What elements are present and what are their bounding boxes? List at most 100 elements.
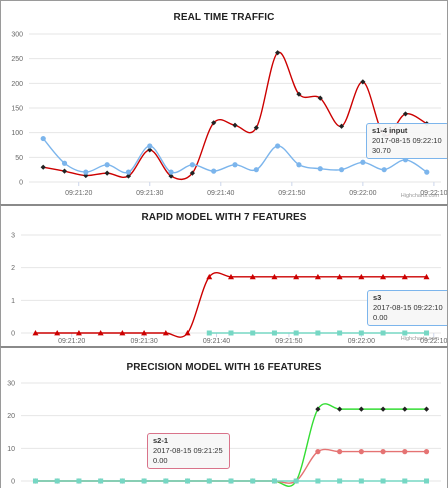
data-point[interactable]	[271, 330, 277, 336]
data-point[interactable]	[380, 449, 386, 455]
series[interactable]	[32, 478, 430, 484]
precision-model-chart-plot[interactable]: 0 10 20 30	[1, 348, 447, 488]
series[interactable]	[32, 271, 430, 338]
data-point[interactable]	[360, 79, 366, 85]
credits-link[interactable]: Highcharts.com	[400, 336, 439, 342]
data-point[interactable]	[315, 449, 321, 455]
data-point[interactable]	[253, 167, 259, 173]
data-point[interactable]	[381, 167, 387, 173]
data-point[interactable]	[402, 406, 408, 412]
data-point[interactable]	[125, 169, 132, 175]
data-point[interactable]	[423, 449, 430, 455]
data-point[interactable]	[211, 120, 217, 126]
data-point[interactable]	[206, 273, 213, 280]
data-point[interactable]	[315, 478, 321, 484]
data-point[interactable]	[61, 168, 68, 174]
data-point[interactable]	[147, 147, 153, 153]
data-point[interactable]	[97, 330, 104, 336]
data-point[interactable]	[250, 478, 256, 484]
data-point[interactable]	[162, 330, 169, 336]
data-point[interactable]	[358, 406, 364, 412]
data-point[interactable]	[83, 169, 89, 175]
data-point[interactable]	[358, 478, 364, 484]
data-point[interactable]	[293, 273, 300, 280]
data-point[interactable]	[317, 95, 323, 101]
data-point[interactable]	[253, 125, 259, 131]
data-point[interactable]	[337, 478, 343, 484]
series[interactable]	[32, 403, 430, 487]
data-point[interactable]	[402, 478, 408, 484]
data-point[interactable]	[168, 169, 174, 175]
data-point[interactable]	[424, 330, 430, 336]
data-point[interactable]	[402, 111, 409, 117]
data-point[interactable]	[314, 273, 321, 280]
series[interactable]	[206, 330, 430, 336]
data-point[interactable]	[293, 478, 299, 484]
data-point[interactable]	[232, 162, 238, 168]
data-point[interactable]	[275, 143, 281, 149]
data-point[interactable]	[358, 273, 365, 280]
data-point[interactable]	[337, 330, 343, 336]
data-point[interactable]	[380, 330, 386, 336]
data-point[interactable]	[402, 449, 408, 455]
data-point[interactable]	[296, 162, 302, 168]
data-point[interactable]	[271, 478, 277, 484]
data-point[interactable]	[360, 159, 366, 165]
data-point[interactable]	[358, 330, 364, 336]
data-point[interactable]	[271, 273, 278, 280]
data-point[interactable]	[189, 162, 195, 168]
data-point[interactable]	[317, 166, 323, 172]
data-point[interactable]	[76, 478, 82, 484]
data-point[interactable]	[40, 135, 46, 142]
series[interactable]	[32, 448, 430, 484]
data-point[interactable]	[141, 330, 148, 336]
data-point[interactable]	[336, 273, 343, 280]
data-point[interactable]	[61, 160, 68, 166]
data-point[interactable]	[119, 330, 126, 336]
data-point[interactable]	[104, 162, 110, 168]
data-point[interactable]	[424, 478, 430, 484]
data-point[interactable]	[32, 478, 38, 484]
data-point[interactable]	[228, 330, 234, 336]
data-point[interactable]	[228, 478, 234, 484]
data-point[interactable]	[125, 173, 132, 179]
data-point[interactable]	[189, 170, 195, 176]
data-point[interactable]	[75, 330, 82, 336]
data-point[interactable]	[358, 449, 364, 455]
data-point[interactable]	[380, 406, 386, 412]
data-point[interactable]	[119, 478, 125, 484]
data-point[interactable]	[423, 406, 430, 412]
data-point[interactable]	[185, 478, 191, 484]
data-point[interactable]	[54, 478, 60, 484]
data-point[interactable]	[338, 167, 345, 173]
data-point[interactable]	[293, 330, 299, 336]
data-point[interactable]	[184, 330, 191, 336]
data-point[interactable]	[423, 273, 430, 280]
data-point[interactable]	[424, 169, 430, 175]
data-point[interactable]	[337, 449, 343, 455]
data-point[interactable]	[401, 273, 408, 280]
data-point[interactable]	[249, 273, 256, 280]
data-point[interactable]	[54, 330, 61, 336]
data-point[interactable]	[228, 273, 234, 280]
data-point[interactable]	[98, 478, 104, 484]
rapid-model-chart-plot[interactable]: 0 1 2 3 09:21:20 09:21:30 09:21:40 09:21:50 09:2…	[1, 206, 447, 346]
data-point[interactable]	[206, 330, 212, 336]
data-point[interactable]	[168, 173, 174, 179]
data-point[interactable]	[275, 50, 281, 56]
data-point[interactable]	[402, 330, 408, 336]
data-point[interactable]	[104, 170, 110, 176]
series[interactable]	[40, 50, 430, 181]
data-point[interactable]	[40, 164, 46, 170]
data-point[interactable]	[338, 123, 345, 129]
data-point[interactable]	[206, 478, 212, 484]
data-point[interactable]	[250, 330, 256, 336]
data-point[interactable]	[296, 91, 302, 97]
data-point[interactable]	[163, 478, 169, 484]
data-point[interactable]	[32, 330, 39, 336]
data-point[interactable]	[315, 330, 321, 336]
data-point[interactable]	[232, 122, 238, 128]
series[interactable]	[40, 135, 430, 175]
data-point[interactable]	[211, 168, 217, 174]
